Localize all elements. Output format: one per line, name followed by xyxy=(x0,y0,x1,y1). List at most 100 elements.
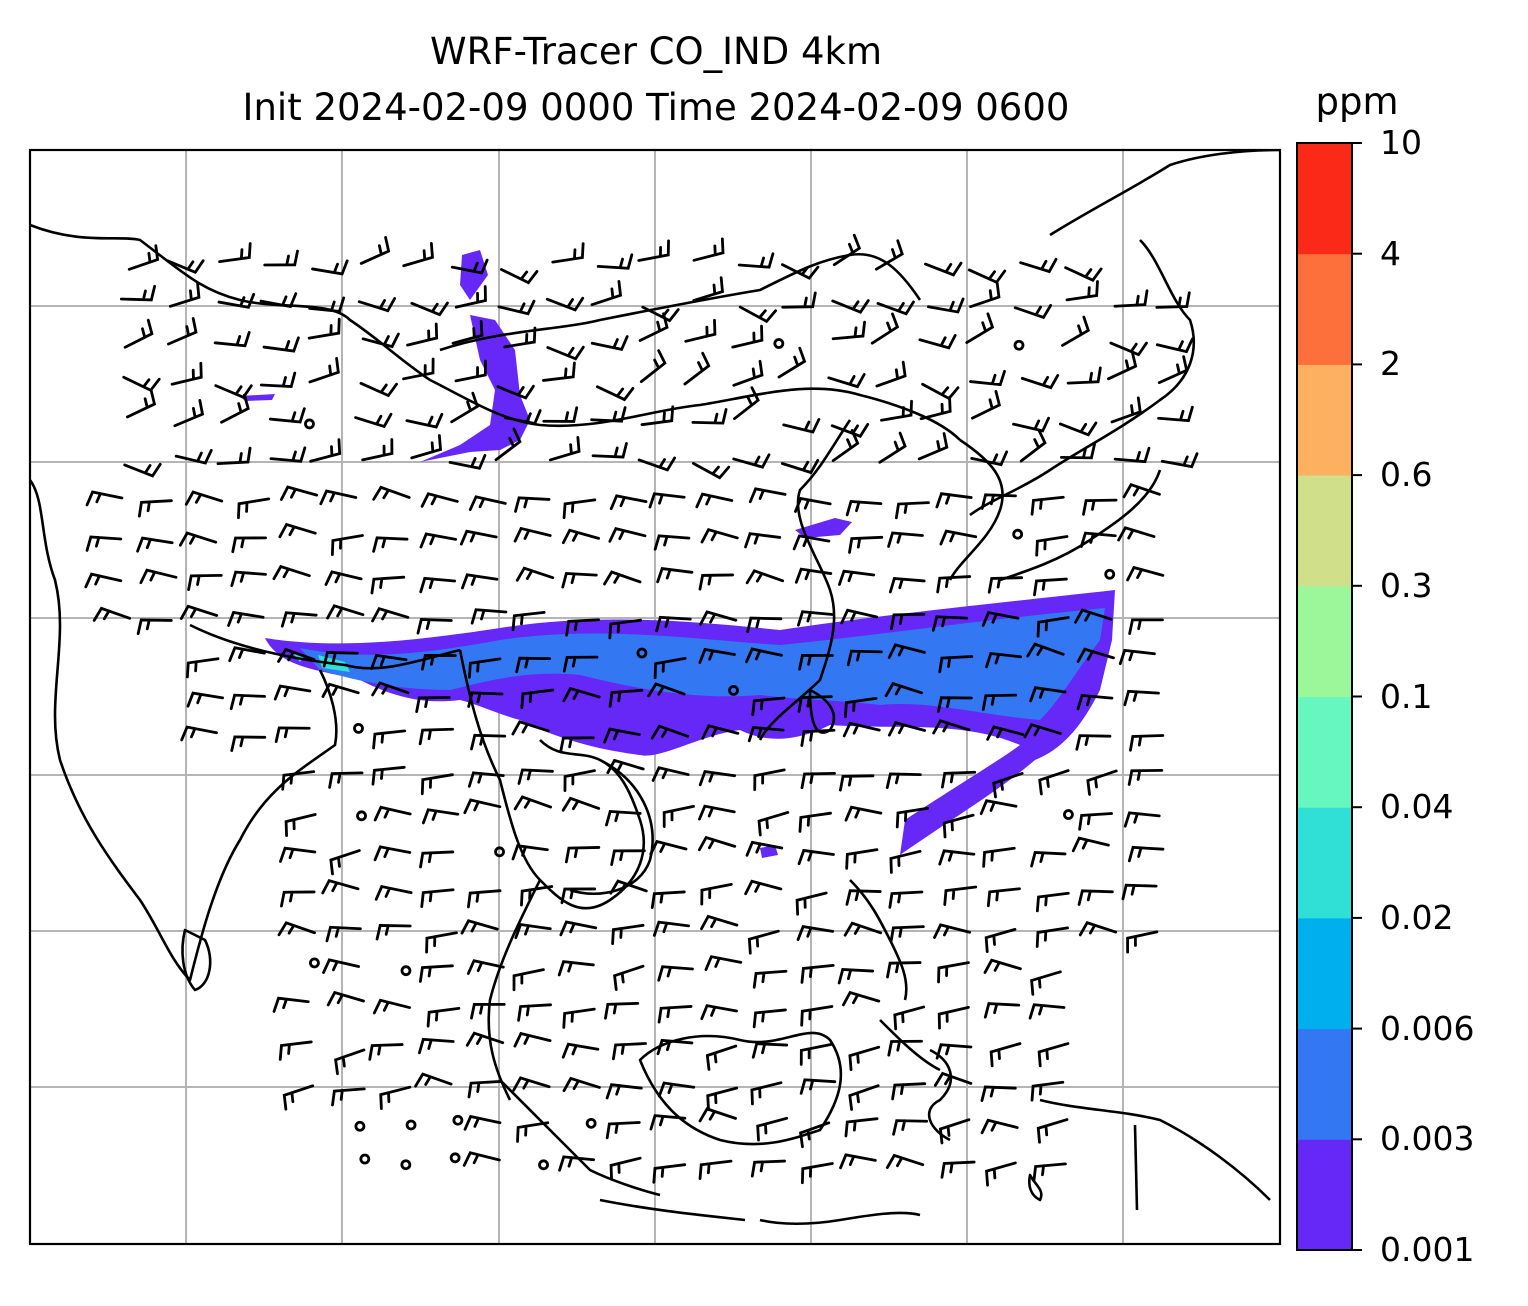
wind-barb xyxy=(184,490,224,506)
wind-barb xyxy=(649,1114,687,1131)
wind-barb xyxy=(561,572,598,589)
wind-barb xyxy=(420,492,459,508)
wind-barb xyxy=(515,566,555,582)
wind-barb xyxy=(218,242,252,264)
wind-barb xyxy=(558,1155,595,1172)
wind-barb-calm xyxy=(356,810,367,822)
wind-barb xyxy=(562,1076,601,1093)
wind-barb xyxy=(513,526,552,543)
wind-barb xyxy=(744,532,782,549)
wind-barb xyxy=(605,1121,641,1140)
wind-barb xyxy=(517,1003,552,1022)
wind-barb xyxy=(1013,303,1053,320)
wind-barb xyxy=(548,436,581,462)
wind-barb xyxy=(468,657,502,679)
wind-barb xyxy=(562,686,601,703)
wind-barb xyxy=(374,884,413,901)
wind-barb xyxy=(609,494,648,511)
wind-barb xyxy=(420,888,455,908)
wind-barb xyxy=(331,1087,366,1107)
wind-barb xyxy=(656,1038,694,1056)
wind-barb xyxy=(1077,889,1114,906)
wind-barb xyxy=(933,923,972,939)
wind-barb xyxy=(405,412,444,429)
wind-barb xyxy=(379,1085,412,1110)
wind-barb xyxy=(596,253,634,270)
map-frame xyxy=(28,148,1282,1246)
wind-barb xyxy=(781,263,820,280)
wind-barb xyxy=(981,610,1020,627)
wind-barb xyxy=(559,736,595,754)
colorbar-tick-label: 10 xyxy=(1380,123,1422,162)
wind-barb xyxy=(795,891,828,916)
wind-barb xyxy=(426,1006,461,1028)
wind-barb xyxy=(1126,565,1165,582)
wind-barb xyxy=(919,395,952,421)
wind-barb xyxy=(520,688,555,710)
wind-barb xyxy=(280,611,318,628)
wind-barb xyxy=(311,259,349,276)
wind-barb xyxy=(279,846,317,863)
wind-barb xyxy=(609,879,648,895)
wind-barb xyxy=(701,724,740,740)
wind-barb xyxy=(938,1118,971,1145)
wind-barb xyxy=(798,654,834,671)
colorbar-segment xyxy=(1297,143,1352,255)
wind-barb xyxy=(1036,616,1070,638)
wind-barb xyxy=(980,1118,1019,1135)
wind-barb xyxy=(936,696,973,713)
wind-barb xyxy=(885,1153,925,1169)
wind-barb xyxy=(511,610,546,632)
wind-barb xyxy=(886,961,922,979)
wind-barb xyxy=(611,923,645,946)
wind-barb xyxy=(650,724,690,740)
wind-barb xyxy=(514,496,551,513)
wind-barb xyxy=(874,239,904,271)
wind-barb xyxy=(970,450,1009,467)
wind-barb xyxy=(321,682,360,698)
wind-barb xyxy=(370,653,408,670)
wind-barb xyxy=(798,811,832,833)
wind-barb xyxy=(648,492,686,509)
wind-barb xyxy=(637,239,670,262)
wind-barb xyxy=(230,570,267,588)
wind-barb xyxy=(884,681,923,698)
wind-barb xyxy=(891,1082,927,1101)
wind-barb xyxy=(85,490,124,507)
wind-barb xyxy=(229,693,266,711)
wind-barb xyxy=(329,849,361,876)
wind-barb xyxy=(214,384,253,400)
colorbar-tick-label: 4 xyxy=(1380,233,1401,273)
wind-barb xyxy=(831,320,866,341)
wind-barb xyxy=(652,920,691,937)
wind-barb xyxy=(831,429,860,462)
wind-barb xyxy=(136,618,173,635)
wind-barb xyxy=(562,655,599,673)
colorbar-segment xyxy=(1297,1139,1352,1251)
wind-barb xyxy=(454,359,487,383)
wind-barb xyxy=(514,922,552,940)
wind-barb xyxy=(122,375,161,393)
wind-barb xyxy=(875,360,907,388)
wind-barb xyxy=(85,535,123,552)
wind-barb xyxy=(839,1153,877,1170)
wind-barb xyxy=(180,725,218,742)
wind-barb xyxy=(402,357,435,381)
wind-barb xyxy=(846,649,883,667)
wind-barb xyxy=(731,324,764,349)
wind-barb xyxy=(695,492,734,509)
wind-barb xyxy=(609,1156,642,1181)
wind-barb xyxy=(870,312,900,345)
wind-barb xyxy=(683,351,711,386)
wind-barb xyxy=(1127,845,1165,863)
wind-barb xyxy=(827,372,866,389)
wind-barb xyxy=(460,919,499,935)
wind-barb xyxy=(1020,374,1060,390)
wind-barb xyxy=(277,647,316,663)
wind-barb xyxy=(842,990,881,1007)
wind-barb xyxy=(649,839,688,856)
wind-barb xyxy=(359,381,398,398)
wind-barb xyxy=(921,382,960,401)
wind-barb xyxy=(418,1037,455,1055)
wind-barb xyxy=(372,485,411,501)
